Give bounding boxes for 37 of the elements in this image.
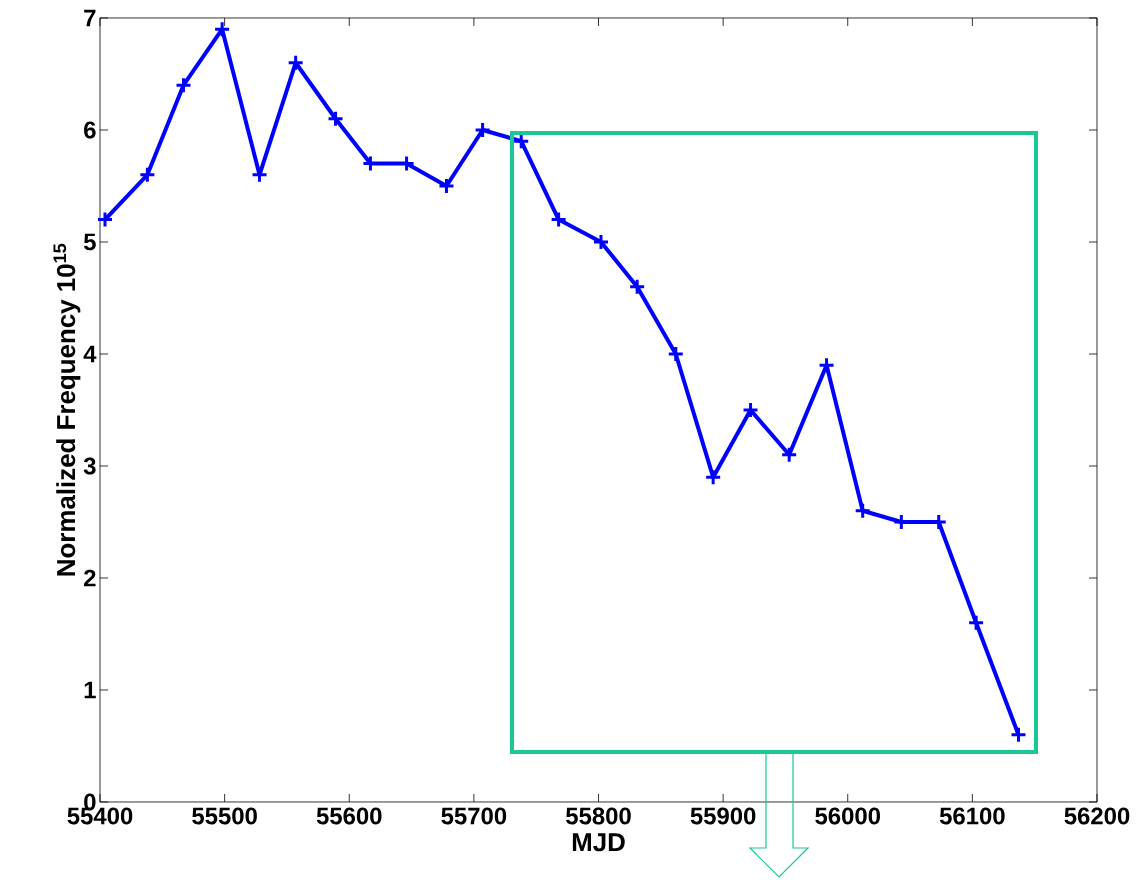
point [175, 76, 193, 94]
point [667, 345, 685, 363]
x-tick-label: 56100 [939, 807, 1005, 825]
point [96, 211, 114, 229]
point [287, 54, 305, 72]
point [251, 166, 269, 184]
x-tick-label: 56000 [815, 807, 880, 825]
x-tick-label: 55900 [690, 807, 756, 825]
point [628, 278, 646, 296]
point [704, 468, 722, 486]
point [437, 177, 455, 195]
point [138, 166, 156, 184]
point [550, 211, 568, 229]
point [1009, 726, 1027, 744]
point [780, 446, 798, 464]
point [474, 121, 492, 139]
x-tick-label: 55500 [192, 807, 257, 825]
y-tick-label: 3 [83, 457, 96, 475]
x-tick-label: 56200 [1064, 807, 1130, 825]
y-tick-label: 6 [84, 121, 96, 139]
y-tick-label: 2 [84, 569, 96, 587]
x-tick-label: 55800 [565, 807, 631, 825]
x-tick-label: 55600 [316, 807, 382, 825]
y-tick-label: 4 [83, 345, 97, 363]
point [592, 233, 610, 251]
y-tick-label: 5 [83, 233, 96, 251]
y-tick-label: 7 [84, 9, 96, 27]
point [818, 356, 836, 374]
point [742, 401, 760, 419]
x-axis-title: MJD [572, 833, 625, 852]
x-tick-label: 55700 [441, 807, 507, 825]
y-tick-label: 1 [84, 681, 96, 699]
point [327, 110, 345, 128]
y-axis-title: Normalized Frequency 10$^{15}$ [53, 243, 81, 576]
point [854, 502, 872, 520]
point [213, 20, 231, 38]
point [967, 614, 985, 632]
